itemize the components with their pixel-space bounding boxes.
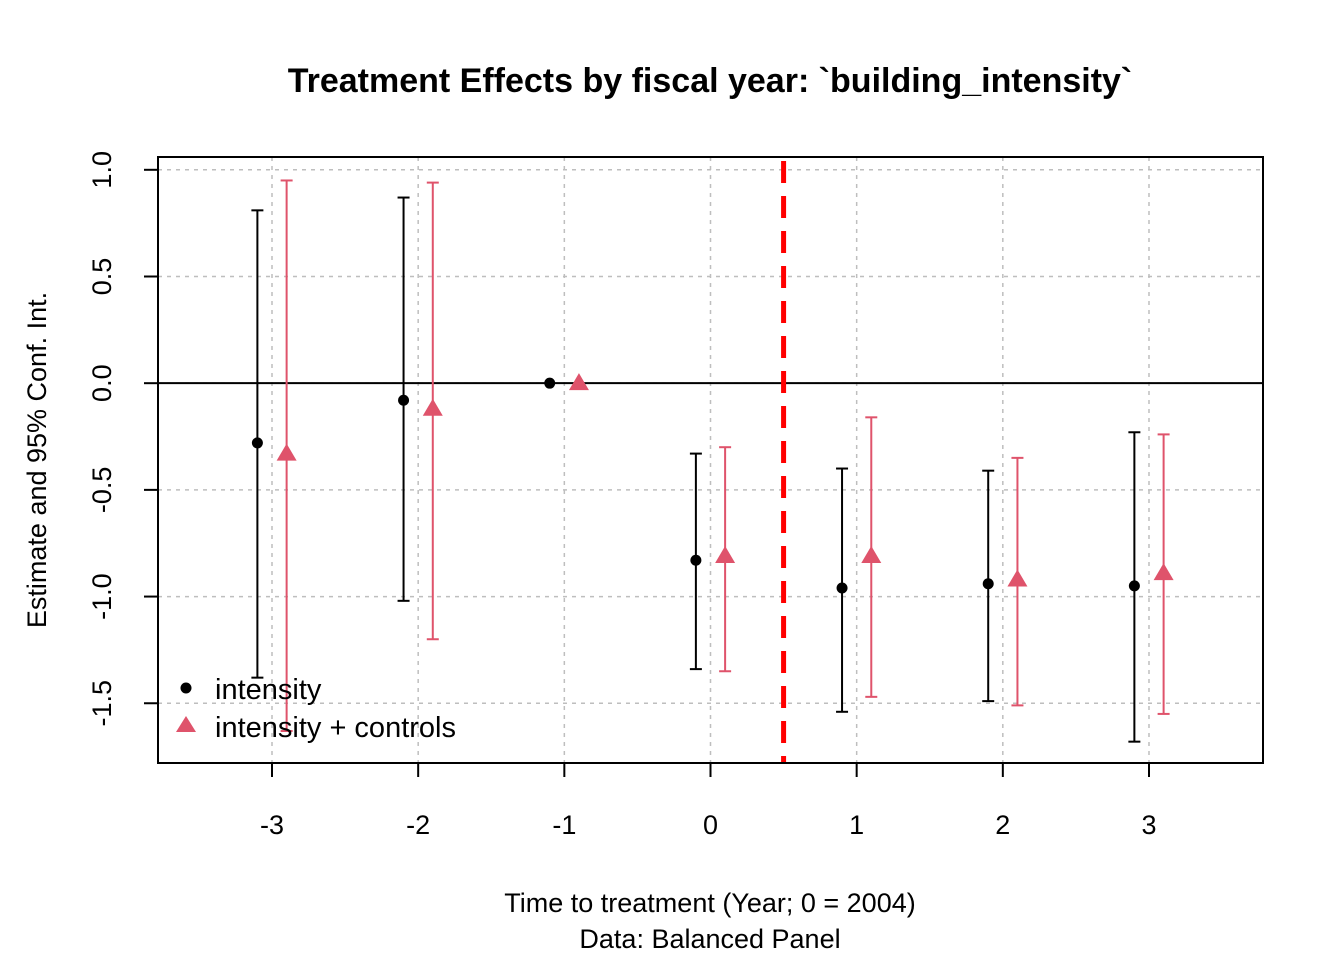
point-intensity-controls — [1153, 563, 1174, 581]
point-intensity — [398, 394, 410, 406]
x-tick-label: -3 — [260, 810, 284, 840]
y-tick-label: -0.5 — [87, 467, 117, 514]
reference-lines — [158, 161, 1263, 763]
point-intensity — [544, 377, 556, 389]
legend-marker-intensity-controls — [176, 716, 196, 732]
point-intensity-controls — [276, 443, 297, 461]
point-intensity-controls — [568, 373, 589, 391]
x-axis-sublabel: Data: Balanced Panel — [579, 924, 840, 954]
legend: intensity intensity + controls — [176, 674, 456, 744]
x-tick-label: 3 — [1141, 810, 1156, 840]
x-tick-label: -1 — [552, 810, 576, 840]
y-tick-label: 0.0 — [87, 364, 117, 402]
point-intensity-controls — [1007, 569, 1028, 587]
x-tick-label: -2 — [406, 810, 430, 840]
point-intensity — [1128, 580, 1140, 592]
x-tick-label: 2 — [995, 810, 1010, 840]
point-intensity-controls — [861, 546, 882, 564]
legend-marker-intensity — [180, 682, 192, 694]
point-intensity — [982, 578, 994, 590]
y-axis: -1.5 -1.0 -0.5 0.0 0.5 1.0 — [87, 151, 158, 727]
data-points — [251, 373, 1174, 594]
grid-lines — [158, 157, 1263, 763]
point-intensity-controls — [715, 546, 736, 564]
x-axis-label: Time to treatment (Year; 0 = 2004) — [504, 888, 915, 918]
point-intensity — [251, 437, 263, 449]
y-tick-label: -1.5 — [87, 680, 117, 727]
point-intensity-controls — [422, 398, 443, 416]
chart-title: Treatment Effects by fiscal year: `build… — [288, 62, 1133, 100]
x-axis: -3 -2 -1 0 1 2 3 — [260, 763, 1157, 840]
legend-label-intensity-controls: intensity + controls — [215, 712, 456, 744]
y-axis-label: Estimate and 95% Conf. Int. — [22, 292, 52, 628]
point-intensity — [690, 554, 702, 566]
x-tick-label: 1 — [849, 810, 864, 840]
y-tick-label: 1.0 — [87, 151, 117, 189]
y-tick-label: -1.0 — [87, 573, 117, 620]
point-intensity — [836, 582, 848, 594]
y-tick-label: 0.5 — [87, 258, 117, 296]
x-tick-label: 0 — [703, 810, 718, 840]
legend-label-intensity: intensity — [215, 674, 322, 706]
error-bars — [251, 179, 1170, 743]
